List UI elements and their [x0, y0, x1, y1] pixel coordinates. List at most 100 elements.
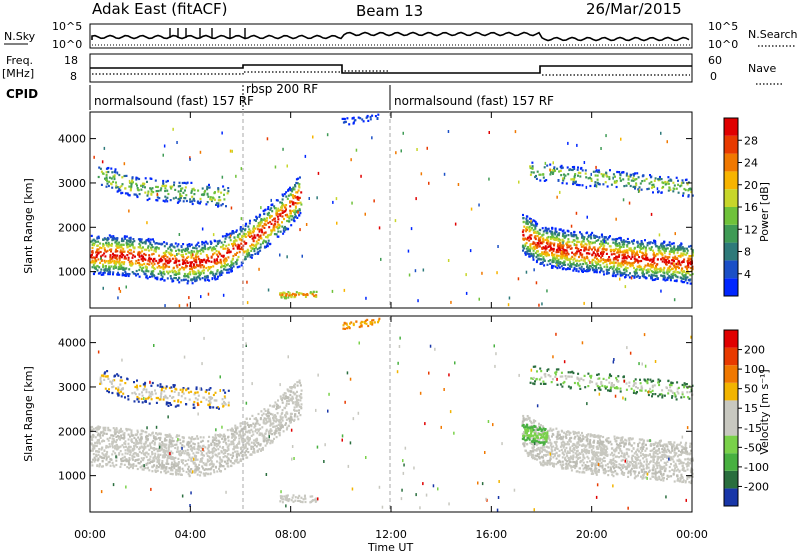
power-echo	[93, 262, 96, 265]
power-echo	[260, 229, 263, 232]
power-echo	[105, 185, 108, 188]
power-echo	[528, 255, 531, 258]
power-echo	[593, 268, 596, 271]
velocity-echo	[104, 426, 107, 429]
power-echo	[566, 251, 569, 254]
power-echo	[97, 258, 100, 261]
velocity-echo	[286, 396, 289, 400]
power-echo	[672, 242, 675, 245]
power-echo	[267, 207, 270, 211]
velocity-echo	[269, 424, 272, 427]
power-echo	[282, 194, 285, 198]
power-echo	[281, 198, 284, 201]
power-echo	[563, 263, 565, 266]
power-echo	[182, 267, 185, 270]
power-echo	[630, 249, 633, 252]
power-speck	[117, 296, 119, 300]
power-echo	[539, 236, 542, 239]
power-echo	[270, 215, 273, 218]
power-echo	[106, 244, 109, 247]
power-echo	[563, 260, 566, 263]
power-echo	[529, 173, 532, 176]
velocity-echo	[272, 415, 275, 418]
power-echo	[681, 267, 684, 270]
y-tick-label: 4000	[58, 133, 86, 146]
power-speck	[332, 200, 334, 204]
velocity-echo	[253, 417, 256, 420]
velocity-echo	[114, 447, 116, 450]
velocity-echo	[249, 424, 252, 427]
power-echo	[580, 259, 583, 262]
power-echo	[568, 267, 571, 271]
power-speck	[560, 250, 563, 254]
power-echo	[146, 180, 148, 183]
velocity-echo	[190, 457, 193, 460]
velocity-echo	[130, 432, 133, 435]
power-echo	[90, 234, 93, 237]
power-echo	[182, 253, 184, 256]
power-echo	[189, 268, 192, 271]
power-echo	[636, 172, 639, 175]
velocity-echo	[239, 425, 242, 428]
power-echo	[268, 233, 271, 236]
power-echo	[294, 184, 296, 187]
velocity-echo	[269, 404, 272, 407]
power-echo	[585, 232, 588, 235]
power-echo	[122, 254, 125, 257]
velocity-echo	[168, 433, 171, 436]
power-echo	[591, 253, 594, 256]
velocity-echo	[211, 455, 214, 458]
power-echo	[282, 229, 285, 232]
velocity-echo	[176, 464, 179, 467]
power-echo	[105, 171, 108, 174]
velocity-echo	[211, 456, 213, 459]
power-echo	[634, 172, 637, 175]
power-echo	[298, 185, 301, 188]
power-echo	[132, 238, 135, 241]
power-speck	[231, 149, 233, 153]
power-echo	[689, 255, 692, 258]
power-echo	[112, 273, 114, 276]
velocity-echo	[188, 436, 191, 439]
velocity-echo	[94, 436, 97, 439]
power-echo	[530, 221, 533, 224]
power-echo	[177, 243, 180, 246]
velocity-echo	[138, 462, 141, 465]
power-speck	[156, 192, 159, 196]
velocity-echo	[129, 435, 131, 438]
colorbar-cell	[724, 135, 738, 154]
velocity-echo	[230, 443, 233, 446]
power-echo	[584, 242, 587, 245]
power-echo	[574, 252, 577, 255]
power-echo	[601, 251, 603, 254]
velocity-echo	[142, 457, 145, 460]
velocity-echo	[245, 417, 248, 420]
velocity-echo	[255, 418, 258, 421]
velocity-echo	[225, 443, 228, 446]
power-echo	[293, 188, 296, 191]
velocity-echo	[158, 462, 160, 465]
velocity-echo	[268, 417, 271, 420]
velocity-echo	[206, 454, 209, 457]
power-echo	[127, 274, 130, 278]
power-speck	[282, 147, 284, 151]
velocity-echo	[136, 459, 139, 462]
power-echo	[298, 214, 301, 217]
power-echo	[599, 266, 602, 269]
power-echo	[246, 248, 249, 251]
power-echo	[533, 245, 536, 248]
velocity-echo	[259, 433, 262, 436]
power-echo	[522, 233, 525, 236]
power-echo	[636, 241, 639, 244]
velocity-echo	[265, 439, 268, 443]
power-echo	[138, 275, 141, 278]
power-echo	[120, 192, 123, 195]
power-echo	[281, 294, 284, 297]
power-echo	[197, 275, 200, 278]
nave-label: Nave	[748, 62, 776, 75]
power-echo	[191, 200, 193, 203]
power-echo	[173, 273, 176, 276]
power-echo	[226, 249, 229, 252]
power-echo	[267, 211, 270, 214]
power-echo	[636, 245, 639, 248]
